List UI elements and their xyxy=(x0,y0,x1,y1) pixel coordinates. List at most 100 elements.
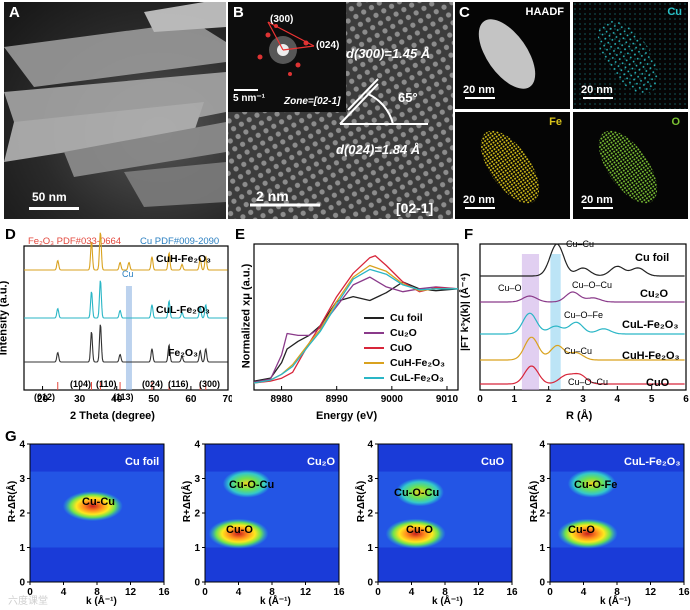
y-tick-label: 2 xyxy=(19,509,25,520)
y-tick-label: 3 xyxy=(367,474,373,485)
map-scale: 20 nm xyxy=(463,194,495,206)
wavelet-feature-blob xyxy=(385,518,446,549)
exafs-series-line xyxy=(480,312,685,335)
fft-zone-label: Zone=[02-1] xyxy=(284,96,341,107)
fft-spot-024: (024) xyxy=(316,40,340,51)
xanes-plot: 8980 8990 9000 9010 xyxy=(253,243,459,405)
x-tick-label: 9000 xyxy=(381,394,404,405)
x-tick-label: 12 xyxy=(125,587,137,598)
peak-index: (012) xyxy=(34,392,56,402)
map-scale: 20 nm xyxy=(581,84,613,96)
scale-bar xyxy=(29,207,79,210)
series-label: CuH-Fe₂O₃ xyxy=(622,350,680,362)
panel-c-eds-maps: C HAADF 20 nm Cu 20 nm Fe 20 nm O 20 nm xyxy=(455,2,688,219)
x-tick-label: 9010 xyxy=(436,394,459,405)
xrd-series-line xyxy=(24,280,228,319)
x-tick-label: 16 xyxy=(506,587,518,598)
x-tick-label: 40 xyxy=(111,394,123,405)
xrd-series-line xyxy=(24,324,228,363)
series-label: CuO xyxy=(646,377,670,389)
bond-annotation: Cu–O–Fe xyxy=(564,310,604,320)
wavelet-feature-blob xyxy=(222,469,271,498)
x-tick-label: 8990 xyxy=(326,394,349,405)
bond-annotation: Cu–Cu xyxy=(564,346,593,356)
fe2o3-reference: Fe₂O₃ PDF#033-0664 xyxy=(28,236,122,247)
y-tick-label: 0 xyxy=(539,578,545,589)
bond-annotation: Cu–O–Cu xyxy=(572,280,613,290)
y-tick-label: 3 xyxy=(19,474,25,485)
series-label: Cu₂O xyxy=(640,288,669,300)
x-tick-label: 0 xyxy=(477,394,483,405)
y-tick-label: 1 xyxy=(194,543,200,554)
bond-annotation: Cu–O xyxy=(498,283,522,293)
peak-index: (024) xyxy=(142,379,164,389)
x-tick-label: 1 xyxy=(512,394,518,405)
x-tick-label: 20 xyxy=(37,394,49,405)
legend-entry: CuL-Fe₂O₃ xyxy=(390,372,444,384)
fft-scale-label: 5 nm⁻¹ xyxy=(233,93,265,104)
zone-axis-label: [02-1] xyxy=(396,200,434,216)
watermark: 六度课堂 xyxy=(8,596,48,607)
feature-label: Cu-O-Cu xyxy=(229,479,275,491)
o-map: O 20 nm xyxy=(573,112,688,219)
panel-label-d: D xyxy=(5,226,16,243)
map-title: Cu xyxy=(667,6,682,18)
scale-bar-label: 2 nm xyxy=(256,188,289,204)
legend-entry: CuH-Fe₂O₃ xyxy=(390,357,446,369)
y-tick-label: 2 xyxy=(194,509,200,520)
fe-map: Fe 20 nm xyxy=(455,112,570,219)
d-spacing-300: d(300)=1.45 Å xyxy=(346,46,431,61)
x-tick-label: 16 xyxy=(678,587,690,598)
x-tick-label: 5 xyxy=(649,394,655,405)
feature-label: Cu-O-Fe xyxy=(574,479,618,491)
x-tick-label: 4 xyxy=(236,587,242,598)
cu-o-highlight-band xyxy=(521,254,540,390)
x-axis-title: k (Å⁻¹) xyxy=(432,596,463,607)
map-title: Fe xyxy=(549,116,562,128)
feature-label: Cu-Cu xyxy=(82,496,115,508)
bond-annotation: Cu–Cu xyxy=(566,239,595,249)
wavelet-feature-blob xyxy=(208,518,269,549)
series-label: Fe₂O₃ xyxy=(168,347,198,359)
scale-bar-label: 50 nm xyxy=(32,190,67,204)
xanes-series-line xyxy=(253,276,459,383)
plot-frame xyxy=(253,243,459,391)
panel-label-f: F xyxy=(464,226,474,243)
x-tick-label: 8980 xyxy=(270,394,293,405)
map-title: O xyxy=(671,116,680,128)
y-tick-label: 0 xyxy=(194,578,200,589)
x-tick-label: 4 xyxy=(409,587,415,598)
panel-d-xrd: D Fe₂O₃ PDF#033-0664 Cu PDF#009-2090 20 3… xyxy=(0,222,232,422)
x-tick-label: 60 xyxy=(185,394,197,405)
y-tick-label: 4 xyxy=(367,440,373,451)
panel-label-e: E xyxy=(235,226,246,243)
wavelet-feature-blob xyxy=(557,518,618,549)
exafs-series-line xyxy=(480,243,685,277)
y-tick-label: 4 xyxy=(19,440,25,451)
y-axis-title: R+ΔR(Å) xyxy=(182,480,194,523)
panel-b-hrtem-image: B (300) (024) 5 nm⁻¹ Zone=[02-1] d(300)=… xyxy=(228,2,453,219)
feature-label: Cu-O xyxy=(226,524,253,536)
nanorod-bundle-drawing xyxy=(4,2,226,207)
x-axis-title: k (Å⁻¹) xyxy=(600,596,631,607)
x-tick-label: 8 xyxy=(442,587,448,598)
x-tick-label: 8 xyxy=(614,587,620,598)
y-tick-label: 3 xyxy=(539,474,545,485)
peak-index: (116) xyxy=(168,379,189,389)
peak-index: (110) xyxy=(96,379,117,389)
xanes-series-line xyxy=(253,268,458,384)
y-tick-label: 4 xyxy=(194,440,200,451)
bond-annotation: Cu–O–Cu xyxy=(568,377,609,387)
x-tick-label: 16 xyxy=(333,587,345,598)
x-tick-label: 0 xyxy=(375,587,381,598)
x-axis-title: 2 Theta (degree) xyxy=(70,410,155,422)
y-tick-label: 2 xyxy=(539,509,545,520)
panel-label-c: C xyxy=(459,4,470,21)
feature-label: Cu-O xyxy=(406,524,433,536)
wavelet-title: Cu foil xyxy=(125,456,160,468)
x-axis-title: Energy (eV) xyxy=(316,410,378,422)
y-tick-label: 1 xyxy=(19,543,25,554)
y-tick-label: 3 xyxy=(194,474,200,485)
y-tick-label: 0 xyxy=(19,578,25,589)
